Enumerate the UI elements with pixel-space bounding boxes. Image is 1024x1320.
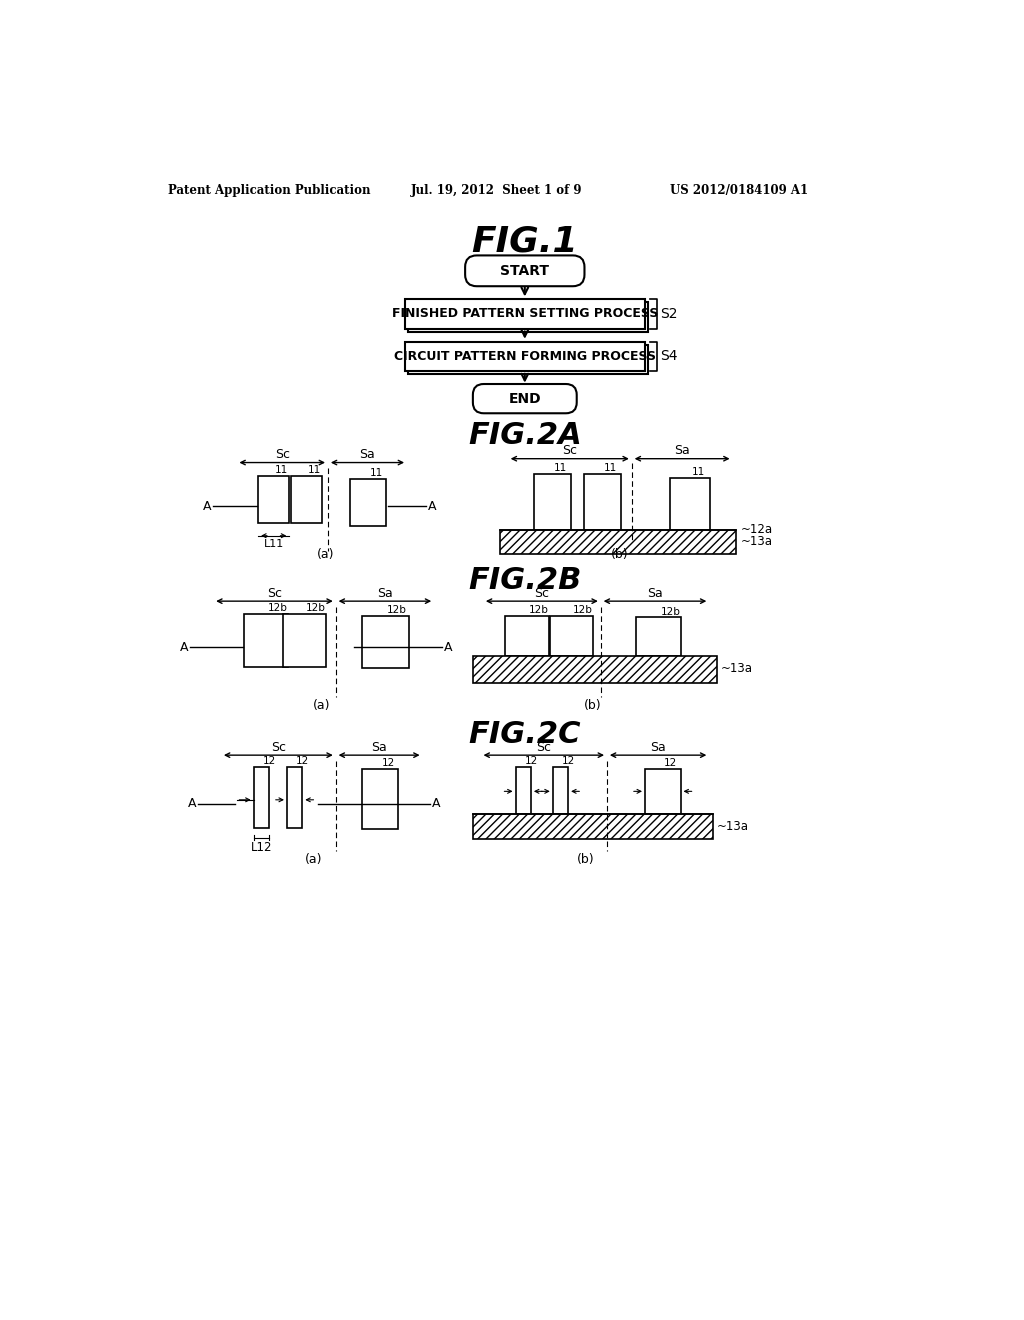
Text: 11: 11 bbox=[691, 467, 705, 478]
Text: 12b: 12b bbox=[267, 603, 288, 614]
Text: FINISHED PATTERN SETTING PROCESS: FINISHED PATTERN SETTING PROCESS bbox=[391, 308, 658, 321]
Bar bbox=[408, 345, 648, 374]
Bar bbox=[500, 529, 736, 554]
Text: 12b: 12b bbox=[306, 603, 326, 614]
Bar bbox=[408, 302, 648, 331]
Text: ~13a: ~13a bbox=[717, 820, 749, 833]
Bar bbox=[553, 767, 568, 814]
Text: 12: 12 bbox=[665, 758, 678, 768]
Text: 12: 12 bbox=[296, 756, 309, 766]
Text: Sa: Sa bbox=[647, 586, 663, 599]
Text: 12: 12 bbox=[381, 758, 394, 768]
Bar bbox=[287, 767, 302, 829]
Text: Sc: Sc bbox=[267, 586, 282, 599]
Text: Sa: Sa bbox=[650, 741, 666, 754]
Text: Sc: Sc bbox=[562, 444, 578, 457]
Text: 12: 12 bbox=[562, 756, 575, 766]
Bar bbox=[350, 479, 386, 527]
Text: L12: L12 bbox=[251, 841, 272, 854]
Text: L11: L11 bbox=[263, 539, 284, 549]
Text: 11: 11 bbox=[308, 465, 322, 475]
Bar bbox=[550, 616, 593, 656]
Bar bbox=[404, 300, 645, 329]
Text: A: A bbox=[443, 640, 452, 653]
Text: 12: 12 bbox=[263, 756, 276, 766]
Text: Sa: Sa bbox=[372, 741, 387, 754]
Text: 12b: 12b bbox=[572, 605, 593, 615]
Bar bbox=[645, 770, 681, 813]
Text: ~13a: ~13a bbox=[740, 536, 772, 548]
Bar bbox=[254, 767, 269, 829]
FancyBboxPatch shape bbox=[473, 384, 577, 413]
Text: Sa: Sa bbox=[377, 586, 393, 599]
Text: (a): (a) bbox=[305, 853, 323, 866]
Bar bbox=[258, 475, 289, 524]
Bar bbox=[291, 475, 322, 524]
Text: (a): (a) bbox=[313, 698, 331, 711]
Text: (a): (a) bbox=[316, 548, 335, 561]
Text: A: A bbox=[180, 640, 188, 653]
Text: Sa: Sa bbox=[359, 447, 376, 461]
Text: FIG.1: FIG.1 bbox=[471, 224, 579, 259]
Text: 12: 12 bbox=[524, 756, 538, 766]
Text: ~12a: ~12a bbox=[740, 523, 772, 536]
Text: (b): (b) bbox=[611, 548, 629, 561]
Text: 11: 11 bbox=[604, 463, 617, 474]
Bar bbox=[636, 618, 681, 656]
Text: 11: 11 bbox=[554, 463, 567, 474]
Text: Jul. 19, 2012  Sheet 1 of 9: Jul. 19, 2012 Sheet 1 of 9 bbox=[411, 185, 583, 197]
Bar bbox=[362, 615, 409, 668]
Bar bbox=[404, 342, 645, 371]
Bar bbox=[670, 478, 710, 529]
Text: FIG.2A: FIG.2A bbox=[468, 421, 582, 450]
Text: Sc: Sc bbox=[274, 447, 290, 461]
Text: Sa: Sa bbox=[674, 444, 690, 457]
Text: CIRCUIT PATTERN FORMING PROCESS: CIRCUIT PATTERN FORMING PROCESS bbox=[394, 350, 655, 363]
Text: 12b: 12b bbox=[660, 607, 680, 616]
Text: FIG.2B: FIG.2B bbox=[468, 566, 582, 595]
FancyBboxPatch shape bbox=[465, 256, 585, 286]
Bar bbox=[473, 814, 713, 840]
Text: A: A bbox=[187, 797, 197, 810]
Text: (b): (b) bbox=[584, 698, 602, 711]
Bar bbox=[506, 616, 549, 656]
Bar bbox=[515, 767, 531, 814]
Bar bbox=[535, 474, 571, 529]
Text: 11: 11 bbox=[370, 469, 383, 478]
Text: A: A bbox=[428, 500, 436, 513]
Text: Sc: Sc bbox=[535, 586, 549, 599]
Bar bbox=[283, 614, 327, 667]
Text: A: A bbox=[432, 797, 440, 810]
Bar bbox=[473, 656, 717, 682]
Text: US 2012/0184109 A1: US 2012/0184109 A1 bbox=[671, 185, 809, 197]
Text: S2: S2 bbox=[660, 308, 678, 321]
Text: END: END bbox=[509, 392, 541, 405]
Text: Sc: Sc bbox=[537, 741, 551, 754]
Text: Patent Application Publication: Patent Application Publication bbox=[168, 185, 371, 197]
Text: 11: 11 bbox=[275, 465, 289, 475]
Bar bbox=[245, 614, 288, 667]
Text: 12b: 12b bbox=[528, 605, 549, 615]
Text: FIG.2C: FIG.2C bbox=[469, 719, 581, 748]
Bar bbox=[362, 770, 397, 829]
Text: 12b: 12b bbox=[387, 605, 407, 615]
Text: S4: S4 bbox=[660, 350, 678, 363]
Text: ~13a: ~13a bbox=[721, 663, 753, 676]
Text: (b): (b) bbox=[577, 853, 594, 866]
Bar bbox=[584, 474, 621, 529]
Text: Sc: Sc bbox=[271, 741, 286, 754]
Text: START: START bbox=[501, 264, 549, 277]
Text: A: A bbox=[203, 500, 212, 513]
